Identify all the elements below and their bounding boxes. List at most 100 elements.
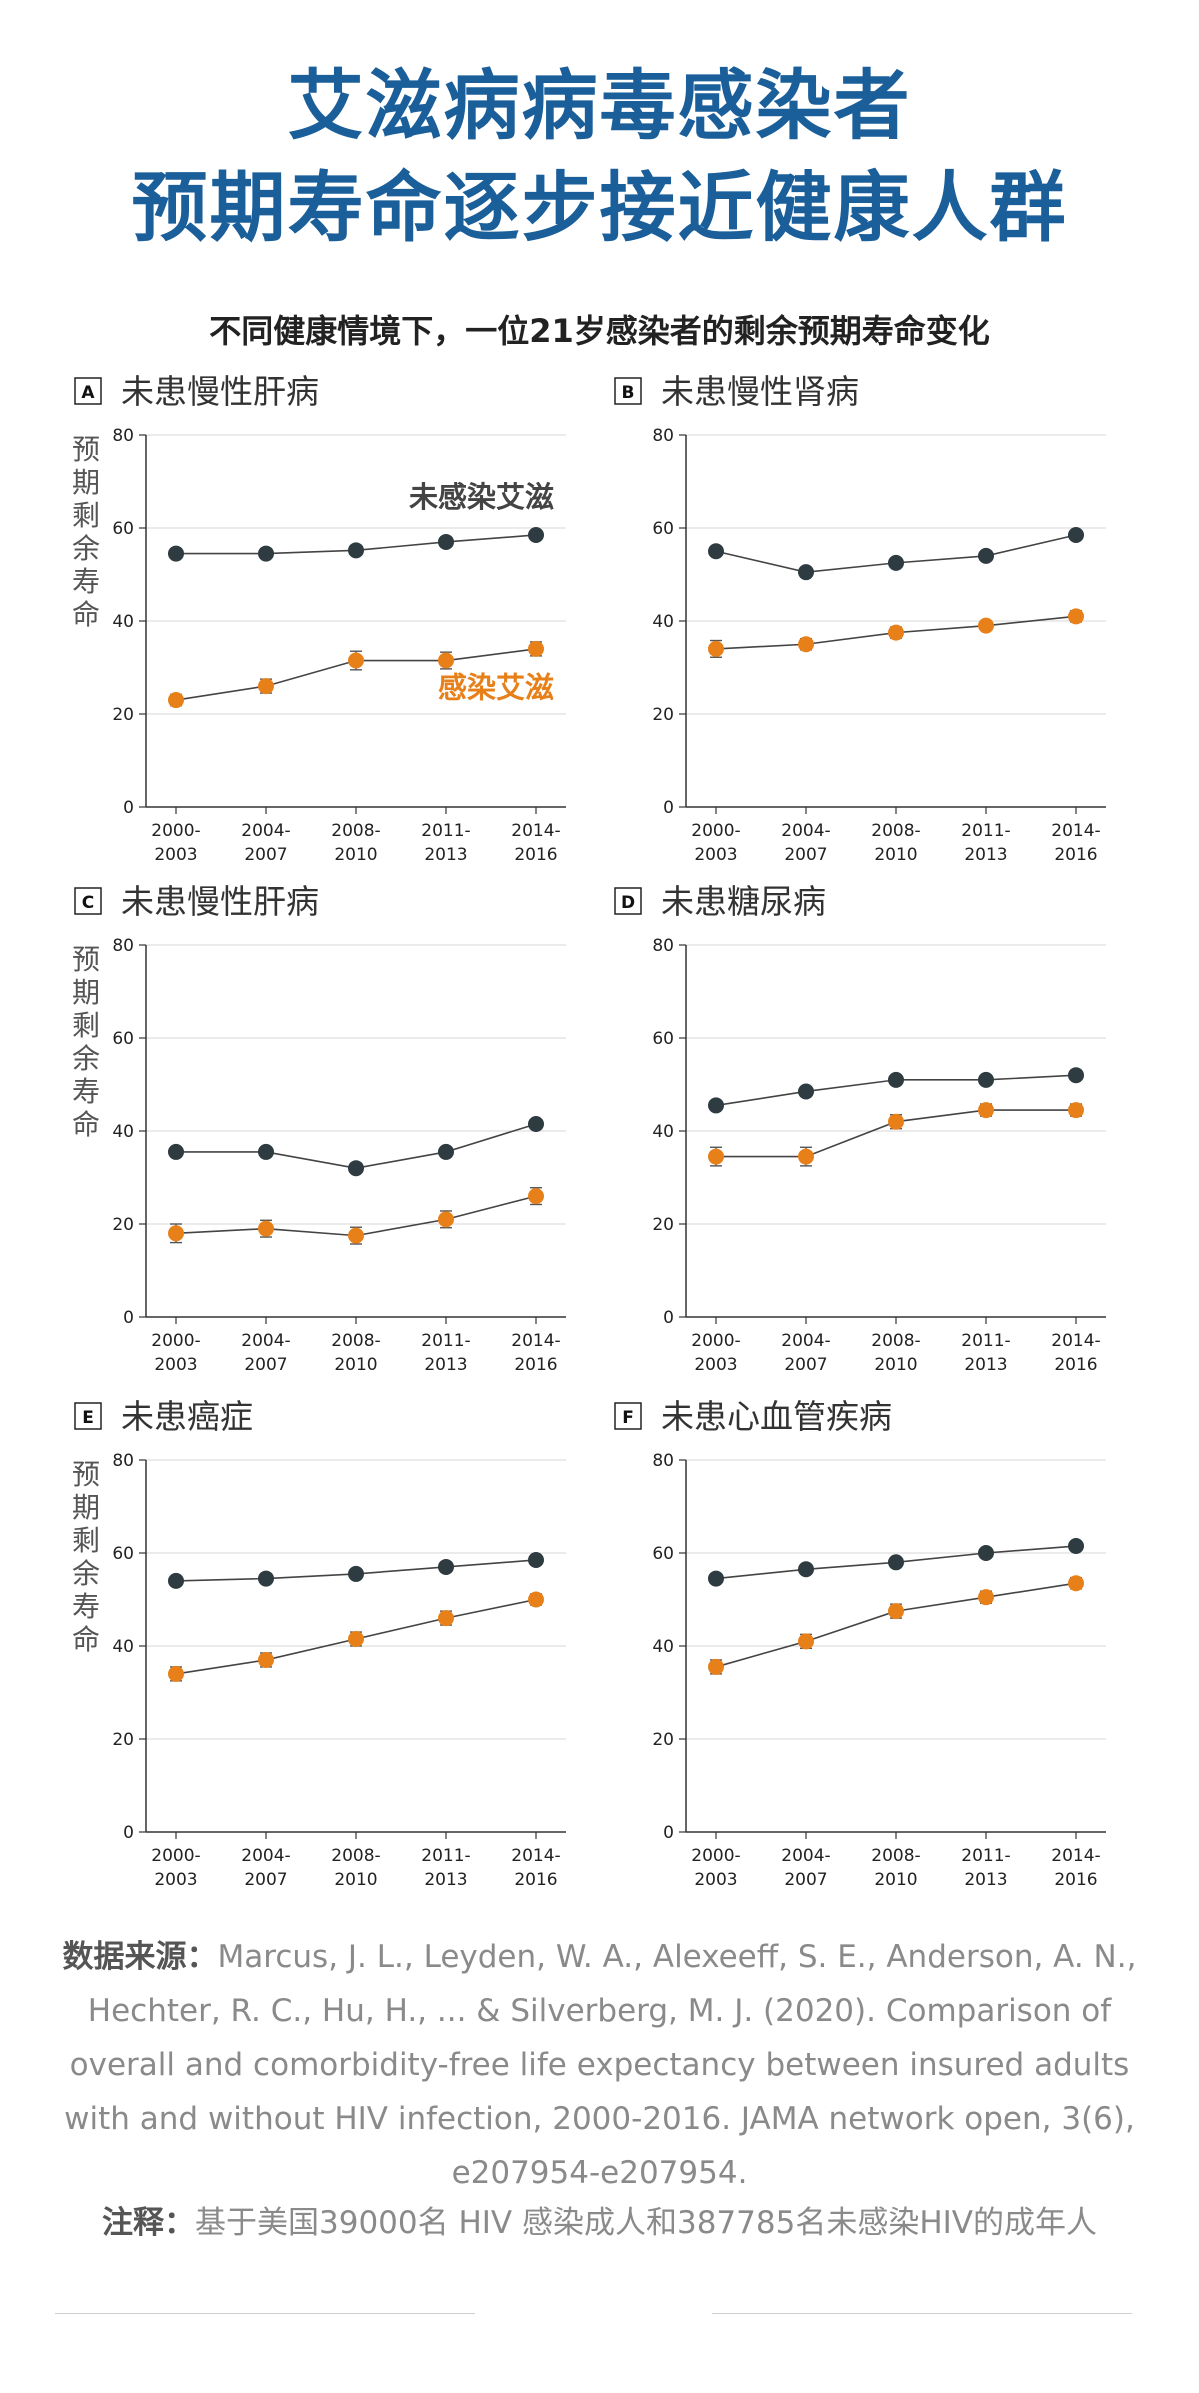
chart-f-letter-box	[614, 1402, 642, 1430]
chart-e-y-tick-label: 20	[112, 1730, 134, 1750]
chart-e-y-axis-label: 余	[72, 1557, 100, 1590]
chart-b-point	[978, 547, 994, 564]
chart-b-x-label: 2011-	[961, 821, 1010, 841]
chart-f-series-line	[715, 1582, 1077, 1668]
chart-c-x-label: 2004-	[241, 1331, 290, 1351]
chart-e-point	[168, 1572, 184, 1589]
chart-e-y-axis-label: 寿	[72, 1590, 100, 1623]
chart-f-x-label: 2008-	[871, 1846, 920, 1866]
chart-a-y-tick-label: 40	[112, 612, 134, 632]
chart-a-title: 未患慢性肝病	[121, 372, 319, 411]
chart-b-title: 未患慢性肾病	[661, 372, 859, 411]
chart-a-letter-box	[74, 377, 102, 405]
chart-c-y-tick-label: 80	[112, 936, 134, 956]
chart-e-y-axis-label: 命	[72, 1623, 100, 1656]
chart-f-y-tick-label: 60	[652, 1544, 674, 1564]
chart-d-x-label: 2014-	[1051, 1331, 1100, 1351]
chart-e-letter: E	[82, 1408, 94, 1428]
chart-d-point	[708, 1148, 724, 1165]
chart-c-y-tick-label: 20	[112, 1215, 134, 1235]
chart-f-point	[1068, 1575, 1084, 1592]
chart-c-letter: C	[82, 893, 94, 913]
chart-c-point	[438, 1211, 454, 1228]
chart-c-title: 未患慢性肝病	[121, 882, 319, 921]
chart-c-y-tick-label: 40	[112, 1122, 134, 1142]
chart-b-x-label: 2007	[784, 845, 827, 865]
chart-c-y-tick-label: 0	[123, 1308, 134, 1328]
chart-d-x-label: 2011-	[961, 1331, 1010, 1351]
chart-a-y-axis-label: 期	[72, 466, 100, 499]
chart-f-point	[798, 1561, 814, 1578]
chart-a-label-infected: 感染艾滋	[438, 671, 554, 705]
chart-f-point	[978, 1545, 994, 1561]
chart-d-point	[798, 1083, 814, 1100]
chart-a-point	[168, 545, 184, 562]
source-label: 数据来源：	[62, 1939, 218, 1975]
chart-a-y-tick-label: 60	[112, 519, 134, 539]
chart-a-label-uninfected: 未感染艾滋	[409, 480, 554, 514]
chart-f-point	[978, 1589, 994, 1606]
chart-e-y-tick-label: 0	[123, 1823, 134, 1843]
chart-e-point	[528, 1591, 544, 1608]
chart-d-x-label: 2003	[694, 1355, 737, 1375]
chart-e-x-label: 2003	[154, 1870, 197, 1890]
chart-b-y-tick-label: 20	[652, 705, 674, 725]
footer-divider-left	[55, 2313, 475, 2314]
chart-c-y-axis-label: 余	[72, 1042, 100, 1075]
note-text: 基于美国39000名 HIV 感染成人和387785名未感染HIV的成年人	[195, 2205, 1097, 2241]
chart-d-y-tick-label: 40	[652, 1122, 674, 1142]
chart-e-x-label: 2011-	[421, 1846, 470, 1866]
chart-a-point	[348, 542, 364, 559]
chart-c-y-tick-label: 60	[112, 1029, 134, 1049]
chart-c-x-label: 2016	[514, 1355, 557, 1375]
chart-grid: A 未患慢性肝病 0 20 40 60 80 2000- 2003 2004- 2007 2008- 2…	[72, 372, 1106, 1890]
chart-c-x-label: 2014-	[511, 1331, 560, 1351]
chart-a-point	[258, 678, 274, 695]
chart-c-y-axis-label: 预	[72, 943, 100, 976]
chart-b-point	[798, 564, 814, 581]
chart-f-letter: F	[622, 1408, 634, 1428]
chart-b-point	[1068, 526, 1084, 543]
chart-f-point	[888, 1603, 904, 1620]
chart-e-point	[438, 1610, 454, 1627]
chart-a-y-axis-label: 命	[72, 598, 100, 631]
chart-c-x-label: 2011-	[421, 1331, 470, 1351]
chart-e-point	[258, 1651, 274, 1668]
chart-a-point	[348, 652, 364, 669]
chart-b-y-tick-label: 80	[652, 426, 674, 446]
chart-d-letter: D	[621, 893, 635, 913]
chart-a-y-tick-label: 20	[112, 705, 134, 725]
chart-c-x-label: 2007	[244, 1355, 287, 1375]
chart-d-x-label: 2008-	[871, 1331, 920, 1351]
chart-c-point	[438, 1143, 454, 1160]
chart-c-point	[258, 1220, 274, 1237]
chart-subtitle: 不同健康情境下，一位21岁感染者的剩余预期寿命变化	[209, 312, 990, 350]
chart-f-y-tick-label: 80	[652, 1451, 674, 1471]
chart-f-point	[888, 1554, 904, 1571]
chart-f-y-tick-label: 0	[663, 1823, 674, 1843]
chart-c-letter-box	[74, 887, 102, 915]
chart-d-x-label: 2010	[874, 1355, 917, 1375]
chart-f-x-label: 2014-	[1051, 1846, 1100, 1866]
chart-e-point	[348, 1631, 364, 1648]
chart-d-y-tick-label: 0	[663, 1308, 674, 1328]
chart-b-x-label: 2010	[874, 845, 917, 865]
source-text: Marcus, J. L., Leyden, W. A., Alexeeff, …	[64, 1939, 1137, 2191]
chart-d-x-label: 2016	[1054, 1355, 1097, 1375]
chart-d-x-label: 2004-	[781, 1331, 830, 1351]
chart-d-x-label: 2013	[964, 1355, 1007, 1375]
chart-e-y-tick-label: 40	[112, 1637, 134, 1657]
chart-e-y-axis-label: 预	[72, 1458, 100, 1491]
chart-e-x-label: 2014-	[511, 1846, 560, 1866]
chart-f-x-label: 2007	[784, 1870, 827, 1890]
chart-d-y-tick-label: 60	[652, 1029, 674, 1049]
chart-b-letter-box	[614, 377, 642, 405]
chart-d-x-label: 2000-	[691, 1331, 740, 1351]
chart-e-x-label: 2004-	[241, 1846, 290, 1866]
footer-divider-right	[712, 2313, 1132, 2314]
chart-c-point	[168, 1225, 184, 1242]
chart-b-point	[798, 636, 814, 653]
chart-a-y-tick-label: 80	[112, 426, 134, 446]
chart-b-x-label: 2016	[1054, 845, 1097, 865]
chart-b-x-label: 2004-	[781, 821, 830, 841]
